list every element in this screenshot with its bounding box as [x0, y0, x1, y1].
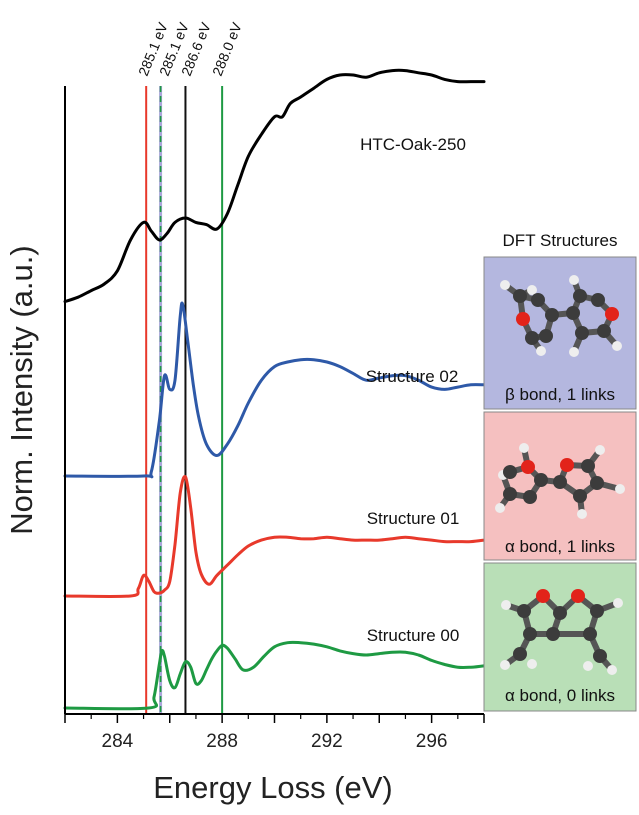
dft-panel: DFT Structures	[483, 231, 637, 712]
y-axis-title: Norm. Intensity (a.u.)	[4, 245, 39, 534]
x-axis-title: Energy Loss (eV)	[153, 770, 393, 805]
x-tick-label: 292	[311, 731, 343, 752]
x-axis: 284 288 292 296	[64, 86, 485, 752]
dft-box-caption: β bond, 1 links	[505, 385, 615, 404]
series-line-htc-oak-250	[63, 68, 486, 304]
dft-box-structure-00: α bond, 0 links	[483, 562, 637, 712]
series-label-structure-01: Structure 01	[367, 509, 460, 528]
series-label-structure-00: Structure 00	[367, 626, 460, 645]
reference-lines	[145, 86, 224, 714]
x-tick-label: 284	[102, 731, 134, 752]
molecule-beta-1-links-image	[500, 275, 622, 357]
series-group	[63, 68, 486, 711]
dft-box-structure-01: α bond, 1 links	[483, 411, 637, 561]
molecule-alpha-0-links-image	[500, 589, 623, 675]
series-line-structure-02	[63, 301, 486, 479]
dft-box-structure-02: β bond, 1 links	[483, 256, 637, 410]
dft-box-caption: α bond, 1 links	[505, 537, 615, 556]
series-line-structure-00	[63, 640, 486, 711]
x-tick-label: 288	[206, 731, 238, 752]
series-label-htc-oak-250: HTC-Oak-250	[360, 135, 466, 154]
dft-box-caption: α bond, 0 links	[505, 686, 615, 705]
series-labels: HTC-Oak-250 Structure 02 Structure 01 St…	[360, 135, 466, 645]
molecule-alpha-1-links-image	[495, 443, 625, 519]
series-label-structure-02: Structure 02	[366, 367, 459, 386]
energy-labels: 285.1 eV 285.1 eV 286.6 eV 288.0 eV	[135, 20, 245, 79]
x-tick-label: 296	[416, 731, 448, 752]
series-line-structure-01	[63, 474, 486, 599]
dft-panel-title: DFT Structures	[503, 231, 618, 250]
ev-label-4: 288.0 eV	[209, 20, 245, 79]
